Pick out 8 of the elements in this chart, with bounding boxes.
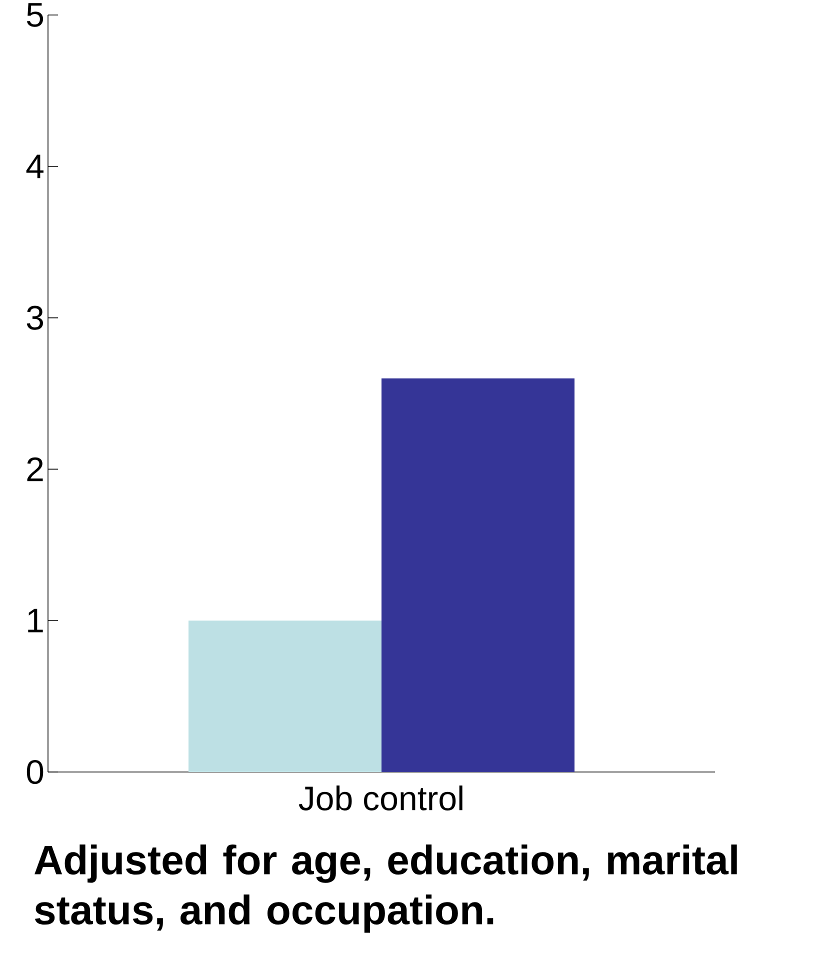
text: Adjusted for age, education, marital status, and occupation. [34,844,737,933]
y-tick-label: 2 [27,457,43,482]
y-tick-label: 5 [26,3,44,27]
y-tick-label: 1 [28,608,43,632]
y-tick-label: 0 [26,760,44,784]
y-tick-label: 4 [26,154,44,178]
y-tick-label: 3 [26,306,43,330]
x-tick-label: Job control [298,786,462,810]
